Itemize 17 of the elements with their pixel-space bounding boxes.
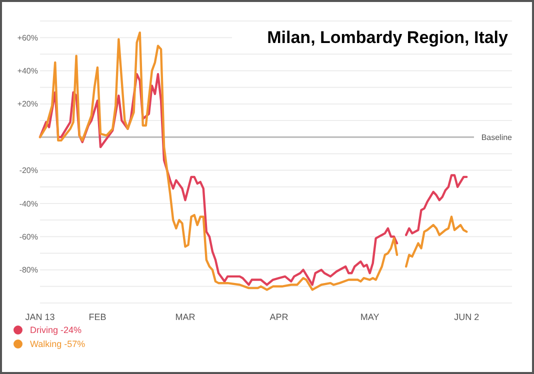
x-tick-label: FEB [88, 312, 106, 322]
y-tick-label: -40% [19, 199, 38, 208]
y-tick-label: +60% [17, 33, 38, 42]
x-tick-label: JUN 2 [454, 312, 480, 322]
y-tick-label: +20% [17, 100, 38, 109]
y-tick-label: -20% [19, 166, 38, 176]
legend-label: Driving -24% [30, 325, 82, 336]
y-tick-label: -60% [19, 232, 38, 242]
x-tick-label: MAR [175, 312, 196, 322]
legend-label: Walking -57% [30, 339, 86, 350]
y-tick-label: +40% [17, 66, 38, 76]
x-tick-label: APR [270, 312, 289, 322]
x-tick-label: MAY [360, 312, 380, 322]
ref-line-label: Baseline [481, 132, 513, 142]
x-tick-label: JAN 13 [25, 312, 55, 322]
chart-title: Milan, Lombardy Region, Italy [267, 28, 509, 47]
y-tick-label: -80% [19, 266, 38, 275]
